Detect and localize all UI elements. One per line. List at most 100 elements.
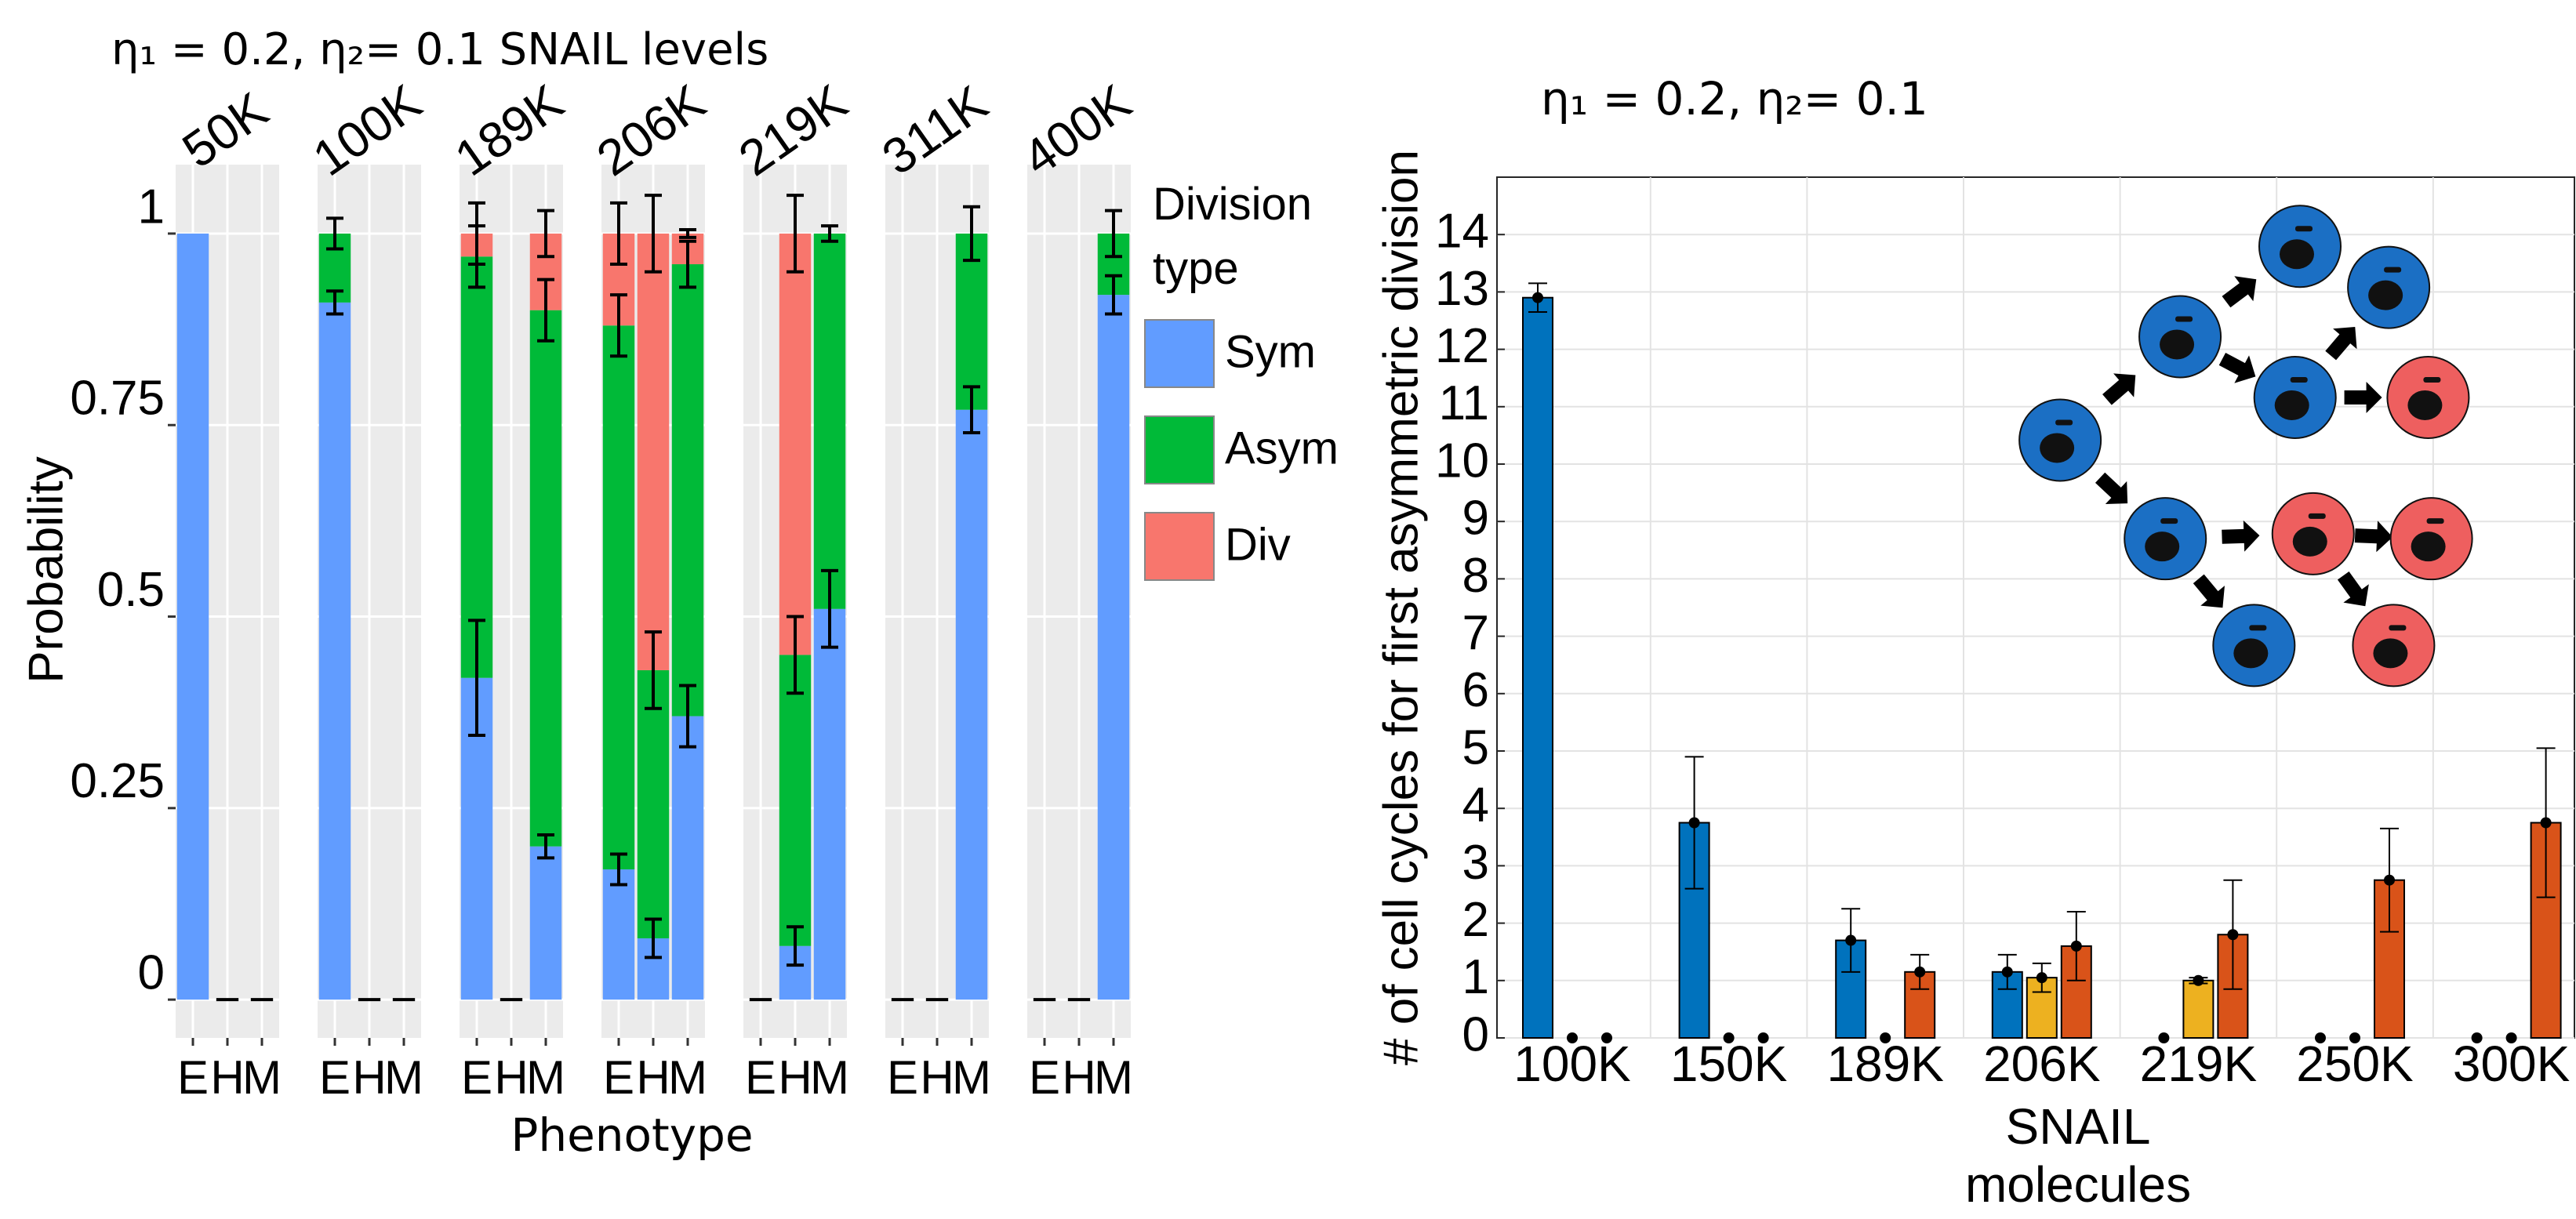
nucleus	[2274, 390, 2309, 420]
error-bar	[610, 293, 627, 358]
x-tick-label: E	[887, 1051, 918, 1104]
y-tick-label: 4	[1462, 778, 1489, 833]
marker	[2290, 376, 2308, 383]
x-tick-label: 300K	[2453, 1036, 2570, 1092]
y-tick-label: 5	[1462, 720, 1489, 775]
error-bar	[821, 568, 838, 649]
error-bar	[537, 278, 554, 343]
legend-label: Sym	[1225, 326, 1316, 377]
mean-dot	[1757, 1032, 1769, 1043]
x-tick-label: H	[1062, 1051, 1095, 1104]
error-bar	[610, 201, 627, 267]
error-bar	[610, 852, 627, 887]
arrow	[2354, 521, 2393, 553]
legend-swatch	[1144, 512, 1215, 581]
bar-segment	[671, 716, 704, 1000]
mean-dot	[2070, 940, 2082, 952]
y-axis-label: Probability	[19, 456, 73, 683]
mean-dot	[2036, 972, 2047, 984]
y-tick-label: 13	[1435, 262, 1489, 316]
facet-label: 50K	[173, 82, 278, 179]
error-bar	[963, 385, 980, 435]
y-tick-label: 0.25	[70, 754, 165, 808]
x-tick-label: M	[526, 1051, 565, 1104]
error-bar	[326, 216, 343, 251]
mean-dot	[2001, 966, 2013, 978]
x-tick-label: H	[920, 1051, 954, 1104]
y-tick-label: 3	[1462, 836, 1489, 890]
arrow	[2325, 327, 2357, 361]
x-tick-label: M	[384, 1051, 423, 1104]
bar-segment	[813, 608, 846, 1000]
x-tick-label: E	[319, 1051, 351, 1104]
y-tick-label: 0	[138, 946, 165, 1000]
x-tick-label: E	[745, 1051, 776, 1104]
nucleus	[2373, 638, 2408, 669]
nucleus	[2292, 526, 2327, 557]
x-tick-label: M	[1094, 1051, 1133, 1104]
nucleus	[2280, 239, 2314, 270]
x-tick-label: H	[778, 1051, 812, 1104]
x-tick-label: H	[210, 1051, 244, 1104]
mean-dot	[2227, 929, 2239, 941]
x-tick-label: 150K	[1670, 1036, 1787, 1092]
y-tick-label: 14	[1435, 205, 1489, 259]
annotation: η₁ = 0.2, η₂= 0.1	[1541, 72, 1928, 125]
bar-segment	[1097, 295, 1130, 1000]
bar-segment	[460, 256, 493, 678]
mean-dot	[1880, 1032, 1891, 1043]
mean-dot	[1688, 817, 1700, 829]
nucleus	[2160, 329, 2195, 360]
nucleus	[2368, 280, 2403, 310]
error-bar	[821, 224, 838, 243]
y-tick-label: 0.5	[97, 563, 165, 617]
x-tick-label: 189K	[1826, 1036, 1943, 1092]
arrow	[2337, 571, 2369, 607]
bar-segment	[671, 264, 704, 717]
marker	[2423, 376, 2441, 383]
error-bar	[787, 925, 804, 967]
legend-swatch	[1144, 415, 1215, 484]
marker	[2295, 226, 2313, 232]
x-tick-label: E	[461, 1051, 492, 1104]
mean-dot	[2384, 874, 2395, 886]
nucleus	[2233, 638, 2269, 669]
bar-segment	[637, 669, 670, 938]
mean-dot	[1567, 1032, 1578, 1043]
bar-segment	[318, 302, 351, 1000]
x-tick-label: M	[952, 1051, 991, 1104]
error-bar	[963, 205, 980, 263]
bar-segment	[955, 233, 988, 410]
mean-dot	[2471, 1032, 2483, 1043]
mean-dot	[1845, 934, 1857, 946]
y-tick-label: 11	[1439, 376, 1489, 430]
y-tick-label: 6	[1462, 663, 1489, 717]
bar-segment	[176, 233, 209, 1000]
y-tick-label: 2	[1462, 893, 1489, 947]
y-tick-label: 0.75	[70, 372, 165, 426]
x-tick-label: M	[242, 1051, 282, 1104]
y-axis-label: # of cell cycles for first asymmetric di…	[1374, 150, 1428, 1065]
nucleus	[2145, 531, 2180, 562]
x-tick-label: 250K	[2296, 1036, 2413, 1092]
mean-dot	[2158, 1032, 2170, 1043]
mean-dot	[2193, 974, 2204, 986]
arrow	[2344, 381, 2382, 413]
mean-dot	[2540, 817, 2552, 829]
mean-dot	[2315, 1032, 2326, 1043]
mean-dot	[2505, 1032, 2517, 1043]
error-bar	[645, 917, 662, 960]
bar-segment	[602, 869, 635, 1000]
error-bar	[679, 684, 696, 749]
legend-title-box: Division type	[1153, 179, 1312, 294]
mean-dot	[1914, 966, 1926, 978]
nucleus	[2411, 531, 2446, 562]
error-bar	[645, 194, 662, 274]
x-axis-label: Phenotype	[510, 1108, 753, 1162]
x-tick-label: 206K	[1983, 1036, 2100, 1092]
x-tick-label: H	[494, 1051, 528, 1104]
bar-segment	[779, 233, 812, 655]
y-tick-label: 10	[1435, 434, 1489, 488]
x-tick-label: H	[636, 1051, 670, 1104]
bar	[1522, 296, 1553, 1039]
